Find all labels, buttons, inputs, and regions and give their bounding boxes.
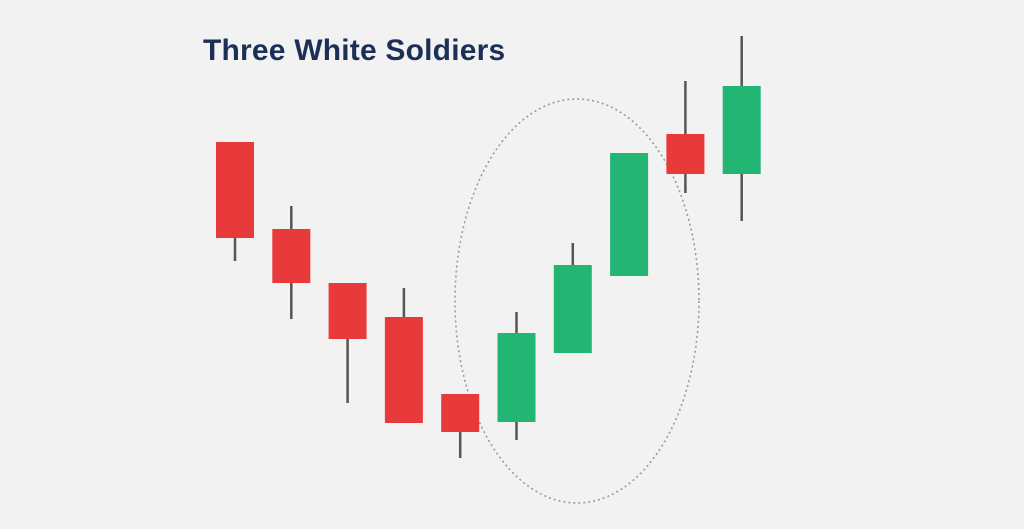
candles-layer	[216, 36, 761, 458]
candle-body	[272, 229, 311, 283]
candle-body	[384, 317, 423, 423]
candle-body	[666, 134, 705, 174]
candle-5-bearish	[441, 394, 480, 458]
candle-body	[441, 394, 480, 432]
candle-body	[328, 283, 367, 339]
candle-4-bearish	[384, 288, 423, 423]
candle-body	[497, 333, 536, 422]
candle-body	[722, 86, 761, 174]
candle-7-bullish	[553, 243, 592, 353]
chart-title: Three White Soldiers	[203, 34, 506, 67]
candle-6-bullish	[497, 312, 536, 440]
candle-body	[553, 265, 592, 353]
candle-9-bearish	[666, 81, 705, 193]
highlight-layer	[454, 98, 700, 504]
candle-body	[610, 153, 649, 276]
candle-8-bullish	[610, 153, 649, 276]
highlight-ellipse	[454, 98, 700, 504]
candle-3-bearish	[328, 283, 367, 403]
candle-2-bearish	[272, 206, 311, 319]
candle-body	[216, 142, 254, 238]
candle-10-bullish	[722, 36, 761, 221]
candle-1-bearish	[216, 142, 254, 261]
